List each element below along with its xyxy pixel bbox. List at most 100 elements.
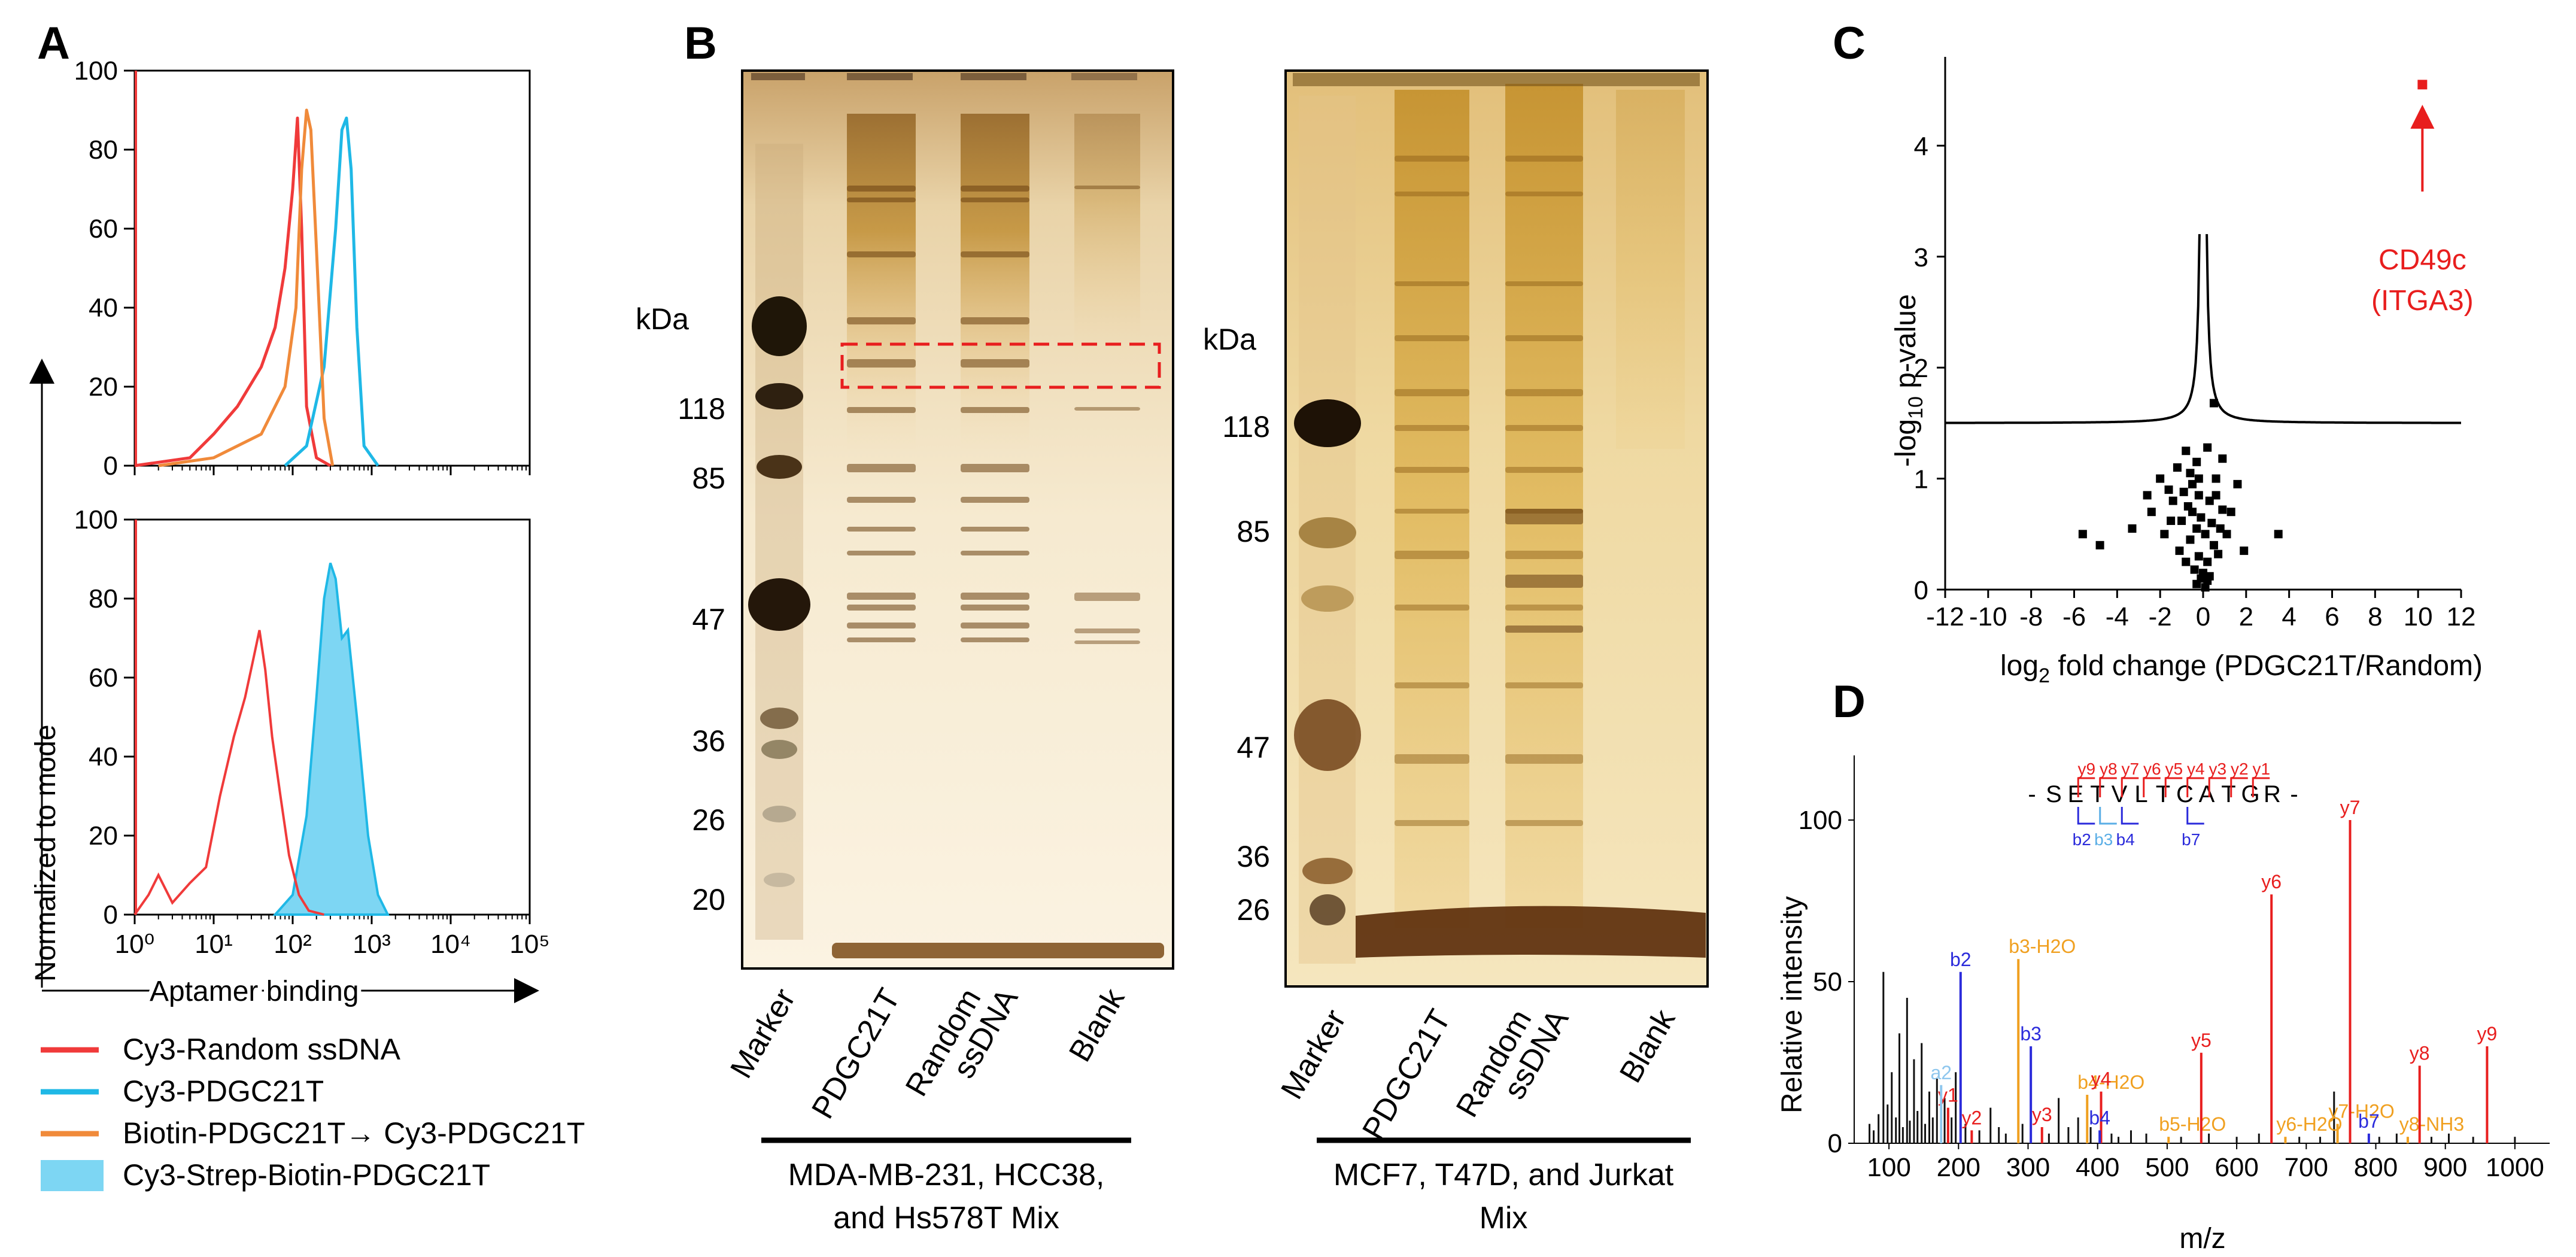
data-point	[2143, 491, 2152, 500]
gel-band	[847, 317, 916, 324]
y-ion-label: y8	[2100, 760, 2118, 778]
data-point	[2186, 469, 2195, 478]
gel-band	[1505, 425, 1583, 431]
legend-swatch	[41, 1160, 104, 1191]
gel-1-band-marker	[761, 740, 797, 759]
gel-band	[1505, 156, 1583, 162]
y-ion-label: y5	[2165, 760, 2183, 778]
histogram-top: 0 20 40 60 80 100	[74, 56, 531, 481]
gel-band	[1395, 509, 1469, 514]
gel-2-dye-front	[1356, 906, 1706, 958]
gel-band	[961, 464, 1029, 472]
sequence-residue: S	[2046, 781, 2062, 807]
y-tick-label: 100	[74, 505, 118, 535]
data-point	[2274, 530, 2283, 539]
gel-band	[961, 497, 1029, 503]
x-tick-label: 10⁵	[509, 930, 549, 959]
gel-1-caption-line1: MDA-MB-231, HCC38,	[788, 1158, 1105, 1192]
ion-label: b3-H2O	[2009, 936, 2076, 957]
sequence-residue: G	[2241, 781, 2259, 807]
gel-band	[1074, 640, 1140, 644]
gel-2-caption-line1: MCF7, T47D, and Jurkat	[1333, 1158, 1674, 1192]
gel-1-band-marker	[757, 455, 802, 479]
gel-1-kda: kDa	[636, 302, 689, 336]
c-x-tick-label: -12	[1926, 602, 1964, 631]
y-tick-label: 40	[89, 742, 118, 772]
data-point	[2179, 487, 2188, 496]
sequence-residue: V	[2112, 781, 2128, 807]
gel-band	[961, 407, 1029, 413]
gel-band	[961, 605, 1029, 611]
legend-label: Biotin-PDGC21T→ Cy3-PDGC21T	[123, 1116, 585, 1150]
data-point	[2226, 508, 2235, 517]
data-point	[2212, 491, 2220, 500]
d-x-tick-label: 400	[2076, 1153, 2119, 1182]
y-ion-bracket	[2099, 777, 2117, 797]
gel-band	[961, 359, 1029, 368]
y-ion-bracket	[2143, 777, 2161, 797]
ms-spectrum: 0 50 100 100 200 300 400 500 600 700 800 900 1000 y1 a…	[1799, 755, 2550, 1182]
y-tick-label: 20	[89, 821, 118, 851]
gel-band	[1074, 628, 1140, 633]
lane-label: Marker	[1274, 1004, 1353, 1105]
y-tick-label: 0	[104, 900, 118, 930]
gel-2-smear-random	[1505, 84, 1583, 928]
mw-label: 47	[1237, 731, 1270, 764]
gel-1-band-marker	[763, 806, 796, 822]
data-point	[2182, 557, 2191, 566]
data-point	[2164, 485, 2173, 494]
gel-band	[847, 464, 916, 472]
mw-label: 36	[1237, 840, 1270, 873]
data-point	[2203, 576, 2212, 585]
gel-band	[1505, 820, 1583, 826]
data-point	[2197, 513, 2206, 522]
gel-1-band-marker	[764, 873, 795, 887]
gel-1-smear-random	[961, 114, 1029, 449]
gel-band	[1505, 389, 1583, 396]
data-point	[2078, 530, 2087, 539]
gel-1-highlight-box	[840, 342, 1161, 389]
x-tick-label: 10⁰	[115, 930, 155, 959]
gel-band	[1505, 575, 1583, 588]
gel-1-band-marker	[752, 296, 807, 356]
gel-2-band-marker	[1310, 894, 1345, 925]
lane-label: Blank	[1062, 982, 1132, 1068]
gel-band	[1505, 509, 1583, 524]
gel-band	[961, 623, 1029, 628]
gel-band	[1395, 682, 1469, 688]
y-ion-label: y2	[2231, 760, 2249, 778]
gel-band	[961, 198, 1029, 202]
y-ion-label: y6	[2143, 760, 2161, 778]
ion-label: y7-H2O	[2328, 1101, 2394, 1122]
c-x-tick-label: -2	[2149, 602, 2172, 631]
data-point	[2147, 508, 2156, 517]
gel-2-band-marker	[1299, 517, 1356, 548]
gel-band	[847, 497, 916, 503]
histogram-bottom: 0 20 40 60 80 100 10⁰ 10¹ 10² 10³ 10⁴ 10⁵	[74, 505, 550, 959]
gel-band	[1505, 605, 1583, 611]
gel-1-marker-lane	[755, 144, 803, 940]
data-point	[2167, 517, 2176, 526]
panel-label-b: B	[684, 18, 717, 69]
d-x-tick-label: 900	[2423, 1153, 2467, 1182]
highlight-label: (ITGA3)	[2371, 285, 2474, 317]
ion-label: y6-H2O	[2276, 1113, 2342, 1135]
gel-2-sample-bands	[1395, 156, 1583, 826]
gel-band	[1395, 754, 1469, 764]
d-x-tick-label: 500	[2145, 1153, 2189, 1182]
gel-band	[1395, 551, 1469, 559]
a-ylabel: Normalized to mode	[30, 724, 62, 982]
data-point	[2192, 579, 2201, 588]
data-point	[2177, 517, 2186, 526]
gel-band	[1395, 820, 1469, 826]
gel-band	[961, 251, 1029, 257]
sequence-residue: E	[2068, 781, 2084, 807]
data-point	[2222, 530, 2231, 539]
ion-label: b2	[1950, 949, 1972, 970]
y-ion-bracket	[2186, 777, 2204, 797]
mw-label: 26	[1237, 893, 1270, 927]
sequence-residue: R	[2264, 781, 2281, 807]
c-x-tick-label: 12	[2447, 602, 2476, 631]
y-tick-label: 60	[89, 663, 118, 693]
